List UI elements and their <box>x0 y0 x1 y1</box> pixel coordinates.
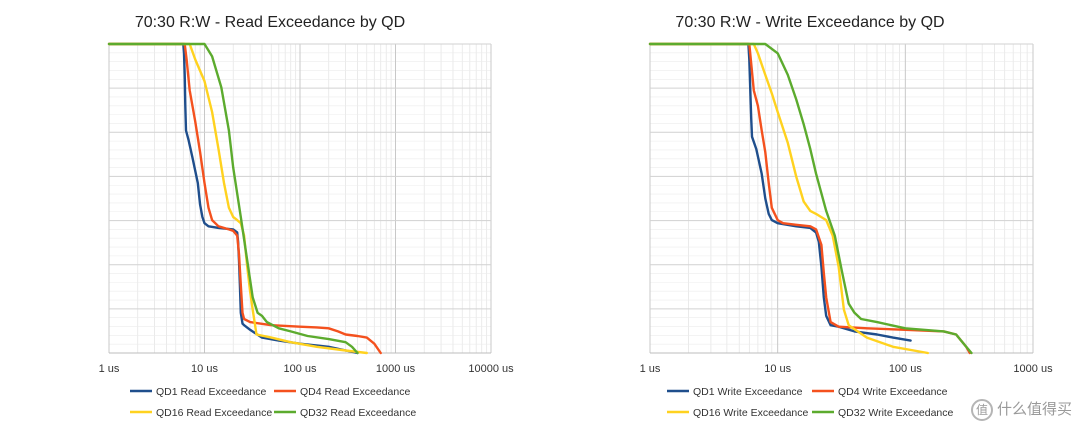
legend-label: QD16 Write Exceedance <box>693 407 809 419</box>
x-tick-label: 10000 us <box>468 363 514 375</box>
major-grid <box>108 43 492 354</box>
legend-label: QD4 Read Exceedance <box>300 386 410 398</box>
write-exceedance-svg: 1 us 10 us 100 us 1000 us QD1 Write Exceedan… <box>640 42 1053 419</box>
series-line-4 <box>107 42 359 355</box>
series-line-4 <box>648 42 973 355</box>
x-tick-label: 1000 us <box>376 363 416 375</box>
x-tick-label: 1 us <box>640 363 661 375</box>
watermark-text: 什么值得买 <box>996 400 1072 418</box>
x-tick-label: 100 us <box>283 363 317 375</box>
legend-label: QD32 Write Exceedance <box>838 407 954 419</box>
legend-label: QD16 Read Exceedance <box>156 407 272 419</box>
x-tick-label: 10 us <box>764 363 791 375</box>
legend-label: QD1 Read Exceedance <box>156 386 266 398</box>
legend-label: QD4 Write Exceedance <box>838 386 948 398</box>
series-line-2 <box>107 42 382 355</box>
read-exceedance-chart: 70:30 R:W - Read Exceedance by QD 1 us 10… <box>0 0 540 429</box>
legend-label: QD32 Read Exceedance <box>300 407 416 419</box>
watermark: 值什么值得买 <box>970 398 1072 421</box>
major-grid <box>649 43 1034 354</box>
x-tick-label: 1000 us <box>1013 363 1053 375</box>
legend-label: QD1 Write Exceedance <box>693 386 803 398</box>
chart-title: 70:30 R:W - Write Exceedance by QD <box>675 14 945 31</box>
series-line-3 <box>648 42 929 355</box>
x-tick-label: 100 us <box>889 363 923 375</box>
series-line-2 <box>648 42 971 355</box>
x-tick-label: 1 us <box>99 363 120 375</box>
watermark-logo-icon: 值 <box>970 399 993 421</box>
write-exceedance-chart: 70:30 R:W - Write Exceedance by QD 1 us 1… <box>540 0 1080 429</box>
chart-title: 70:30 R:W - Read Exceedance by QD <box>134 14 406 31</box>
minor-grid <box>650 43 1033 354</box>
read-exceedance-svg: 1 us 10 us 100 us 1000 us 10000 us QD1 Read E… <box>99 42 514 419</box>
x-tick-label: 10 us <box>191 363 218 375</box>
